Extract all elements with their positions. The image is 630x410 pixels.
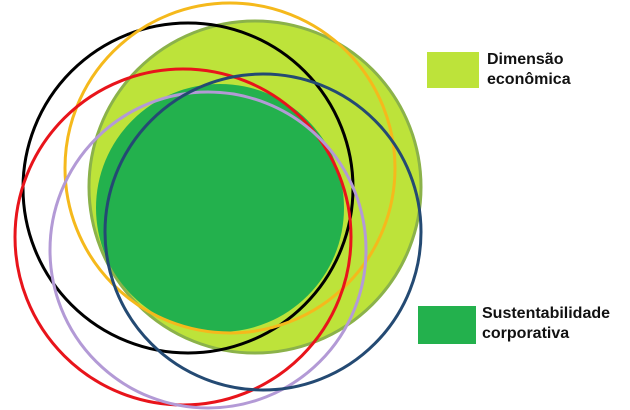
economic-dimension-swatch [427, 52, 479, 88]
outline-navy-ring [103, 72, 423, 392]
outline-purple-ring [48, 90, 368, 410]
corporate-sustainability-disc [96, 84, 344, 332]
corporate-sustainability-label: Sustentabilidade corporativa [482, 305, 611, 342]
legend-item-corporate-sustainability: Sustentabilidade corporativa [418, 305, 611, 344]
outline-orange-ring [63, 1, 397, 335]
corporate-sustainability-swatch [418, 306, 476, 344]
legend-item-economic-dimension: Dimensão econômica [427, 51, 571, 90]
economic-dimension-label: Dimensão econômica [487, 51, 571, 88]
